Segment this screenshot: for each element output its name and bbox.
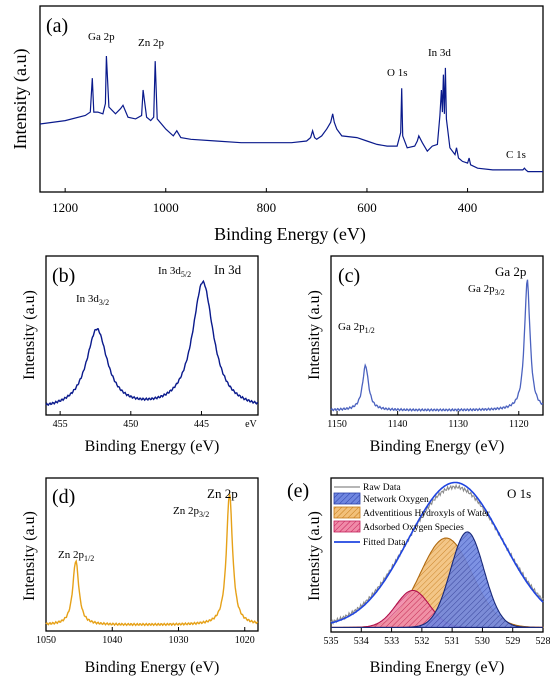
- legend-label-fitted-data: Fitted Data: [363, 538, 406, 548]
- y-axis-title: Intensity (a.u): [306, 511, 323, 601]
- x-tick-label: 1140: [388, 419, 408, 430]
- legend: Raw Data Network Oxygen Adventitious Hyd…: [333, 483, 490, 548]
- x-axis-ticks: 1150 1140 1130 1120: [327, 411, 529, 430]
- panel-d: 1050 1040 1030 1020 (d) Zn 2p Zn 2p1/2 Zn 2…: [21, 477, 259, 676]
- y-axis-title: Intensity (a.u): [21, 511, 38, 601]
- panel-label: (e): [287, 480, 309, 502]
- panel-title: In 3d: [214, 262, 242, 277]
- x-tick-label: 533: [384, 636, 399, 647]
- x-tick-label: 1030: [169, 635, 189, 646]
- x-tick-label: 1200: [52, 200, 78, 215]
- peak-label-in-3d-3-2: In 3d3/2: [76, 293, 109, 307]
- ga-2p-spectrum-line: [330, 279, 544, 413]
- x-axis-ticks: 1050 1040 1030 1020: [36, 627, 255, 646]
- panel-label: (b): [52, 265, 75, 287]
- x-tick-label: 1050: [36, 635, 56, 646]
- peak-label-zn-2p: Zn 2p: [138, 37, 164, 49]
- x-tick-label: 1000: [153, 200, 179, 215]
- peak-label-in-3d-5-2: In 3d5/2: [158, 265, 191, 279]
- x-axis-ticks: 455 450 445 eV: [53, 411, 258, 430]
- peak-label-ga-2p-1-2: Ga 2p1/2: [338, 321, 375, 335]
- plot-frame: [330, 255, 544, 416]
- x-tick-label: 528: [536, 636, 550, 647]
- x-tick-label: 1040: [102, 635, 122, 646]
- panel-label: (d): [52, 486, 75, 508]
- x-axis-ticks: 1200 1000 800 600 400: [52, 188, 477, 215]
- y-axis-title: Intensity (a.u): [306, 290, 323, 380]
- x-axis-title: Binding Energy (eV): [214, 224, 366, 245]
- legend-label-hydroxyls: Adventitious Hydroxyls of Water: [363, 508, 490, 519]
- x-tick-label: 800: [257, 200, 277, 215]
- panel-label: (c): [338, 265, 360, 287]
- x-axis-title: Binding Energy (eV): [85, 659, 220, 676]
- legend-label-raw-data: Raw Data: [363, 483, 402, 493]
- peak-label-ga-2p: Ga 2p: [88, 31, 115, 43]
- x-tick-label: 1130: [448, 419, 468, 430]
- x-tick-label: 600: [357, 200, 377, 215]
- network-oxygen-area: [331, 531, 543, 628]
- x-tick-label: 450: [123, 419, 138, 430]
- plot-frame: [45, 477, 259, 632]
- peak-label-ga-2p-3-2: Ga 2p3/2: [468, 283, 505, 297]
- panel-e: 535 534 533 532 531 530 529 528 (e) O 1s Raw Da…: [287, 477, 550, 676]
- panel-c: 1150 1140 1130 1120 (c) Ga 2p Ga 2p1/2 Ga 2…: [306, 255, 544, 455]
- plot-frame: [330, 477, 544, 633]
- survey-spectrum-line: [39, 55, 543, 173]
- panel-title: Ga 2p: [495, 264, 526, 279]
- peak-label-zn-2p-3-2: Zn 2p3/2: [173, 505, 209, 519]
- x-tick-label: 1150: [327, 419, 347, 430]
- peak-label-o-1s: O 1s: [387, 67, 407, 79]
- x-tick-label: 1120: [509, 419, 529, 430]
- legend-swatch-hydroxyls: [333, 506, 361, 519]
- peak-label-c-1s: C 1s: [506, 149, 526, 161]
- x-axis-title: Binding Energy (eV): [370, 438, 505, 455]
- x-tick-label: 445: [194, 419, 209, 430]
- x-tick-label: 532: [414, 636, 429, 647]
- legend-swatch-network-oxygen: [333, 492, 361, 505]
- in-3d-spectrum-line: [45, 279, 259, 407]
- legend-label-adsorbed-oxygen: Adsorbed Oxygen Species: [363, 523, 464, 533]
- x-tick-label: 1020: [235, 635, 255, 646]
- x-tick-label: eV: [245, 419, 257, 430]
- x-axis-title: Binding Energy (eV): [370, 659, 505, 676]
- x-tick-label: 529: [505, 636, 520, 647]
- peak-label-in-3d: In 3d: [428, 47, 451, 59]
- x-tick-label: 535: [324, 636, 339, 647]
- plot-frame: [45, 255, 259, 416]
- plot-frame: [39, 5, 544, 193]
- x-tick-label: 530: [475, 636, 490, 647]
- y-axis-title: Intensity (a.u): [21, 290, 38, 380]
- panel-a: 1200 1000 800 600 400 (a) Ga 2p Zn 2p O 1s I…: [10, 5, 544, 245]
- panel-title: O 1s: [507, 486, 531, 501]
- x-axis-ticks: 535 534 533 532 531 530 529 528: [324, 628, 550, 647]
- fitted-components: [331, 531, 544, 628]
- legend-swatch-adsorbed-oxygen: [333, 520, 361, 533]
- peak-label-zn-2p-1-2: Zn 2p1/2: [58, 549, 94, 563]
- x-tick-label: 534: [354, 636, 369, 647]
- panel-b: 455 450 445 eV (b) In 3d In 3d3/2 In 3d5/2 …: [21, 255, 259, 455]
- fitted-data-line: [330, 481, 544, 624]
- x-tick-label: 455: [53, 419, 68, 430]
- zn-2p-spectrum-line: [45, 493, 259, 627]
- panel-title: Zn 2p: [207, 486, 238, 501]
- x-axis-title: Binding Energy (eV): [85, 438, 220, 455]
- panel-label: (a): [46, 15, 68, 37]
- y-axis-title: Intensity (a.u): [10, 49, 31, 150]
- x-tick-label: 531: [445, 636, 460, 647]
- legend-label-network-oxygen: Network Oxygen: [363, 495, 429, 505]
- x-tick-label: 400: [458, 200, 478, 215]
